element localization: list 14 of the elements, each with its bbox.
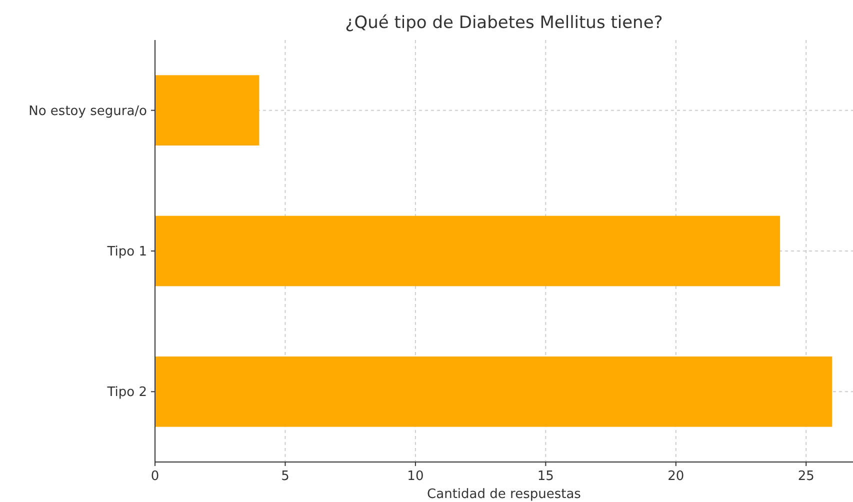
x-tick-label: 25 [798, 469, 814, 484]
x-tick-label: 20 [668, 469, 684, 484]
y-tick-label: Tipo 2 [106, 385, 147, 400]
y-tick-label: Tipo 1 [106, 244, 147, 260]
bar [155, 75, 260, 146]
chart-title: ¿Qué tipo de Diabetes Mellitus tiene? [345, 13, 663, 33]
x-axis-title: Cantidad de respuestas [427, 487, 582, 502]
x-tick-label: 0 [150, 469, 160, 484]
bar [155, 216, 780, 286]
bar [155, 356, 832, 427]
y-tick-label: No estoy segura/o [28, 104, 148, 119]
x-tick-label: 10 [407, 469, 424, 484]
x-tick-label: 15 [537, 469, 554, 484]
x-tick-label: 5 [281, 469, 290, 484]
